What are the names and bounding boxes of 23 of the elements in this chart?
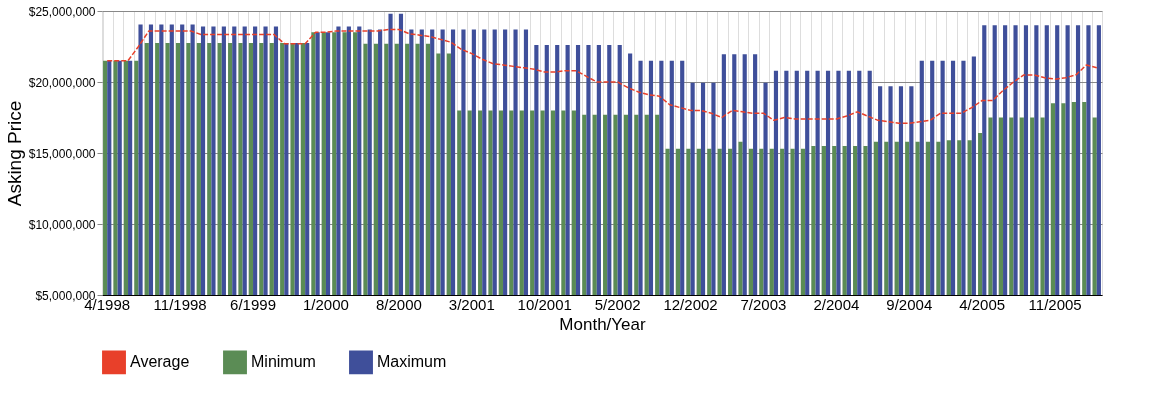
x-tick-label: 1/2000 [303,295,349,313]
x-tick-label: 5/2002 [594,295,641,313]
y-tick-label: $25,000,000 [28,4,96,19]
y-axis-title: Asking Price [3,100,25,207]
x-tick-label: 9/2004 [886,295,933,313]
x-tick-label: 2/2004 [813,295,860,313]
x-tick-label: 4/2005 [959,295,1006,313]
x-tick-label: 12/2002 [663,295,718,313]
x-tick-label: 3/2001 [448,295,495,313]
x-axis-title: Month/Year [559,314,646,334]
y-tick-label: $10,000,000 [28,217,96,232]
x-tick-label: 7/2003 [740,295,787,313]
y-tick-label: $15,000,000 [28,146,96,161]
legend-label: Average [130,353,190,371]
x-tick-label: 11/1998 [153,295,207,313]
legend-label: Minimum [251,353,316,371]
x-tick-label: 11/2005 [1028,295,1082,313]
line-series [106,28,1098,124]
x-tick-label: 8/2000 [375,295,422,313]
legend-label: Maximum [377,353,447,371]
y-tick-label: $20,000,000 [28,75,96,90]
x-tick-label: 10/2001 [517,295,572,313]
x-tick-label: 6/1999 [230,295,276,313]
